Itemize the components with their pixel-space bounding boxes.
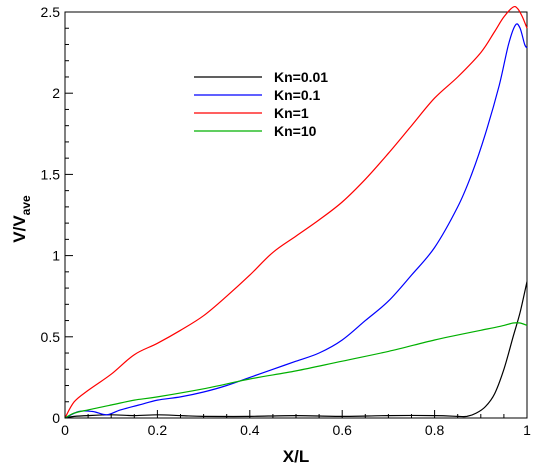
y-tick-label: 2.5 [41,4,61,20]
legend: Kn=0.01 Kn=0.1 Kn=1 Kn=10 [194,69,328,139]
y-axis-title-subscript: ave [19,195,33,215]
series-line-kn-1 [64,5,528,419]
x-tick-label: 0.2 [148,422,168,438]
y-tick-label: 1.5 [41,166,61,182]
legend-label-kn-0-01: Kn=0.01 [274,69,328,85]
y-axis-title-main: V/V [10,215,29,243]
x-tick-label: 0.8 [425,422,445,438]
legend-label-kn-1: Kn=1 [274,105,309,121]
x-tick-label: 0.6 [332,422,352,438]
series-line-kn-0-1 [64,23,528,419]
y-tick-label: 0.5 [41,329,61,345]
y-tick-label: 2 [52,85,60,101]
y-tick-label: 1 [52,248,60,264]
series-line-kn-10 [64,322,528,419]
y-tick-label: 0 [52,410,60,426]
x-tick-label: 0 [61,422,69,438]
legend-label-kn-10: Kn=10 [274,123,317,139]
y-axis-title: V/Vave [10,195,33,243]
x-axis-title: X/L [283,447,309,466]
series-line-kn-0-01 [64,281,528,419]
x-tick-label: 1 [523,422,531,438]
x-tick-label: 0.4 [240,422,260,438]
ticks-layer: 0 0.2 0.4 0.6 0.8 1 0 0.5 1 1.5 2 2.5 [41,4,532,438]
legend-label-kn-0-1: Kn=0.1 [274,87,321,103]
svg-text:V/Vave: V/Vave [10,195,33,243]
